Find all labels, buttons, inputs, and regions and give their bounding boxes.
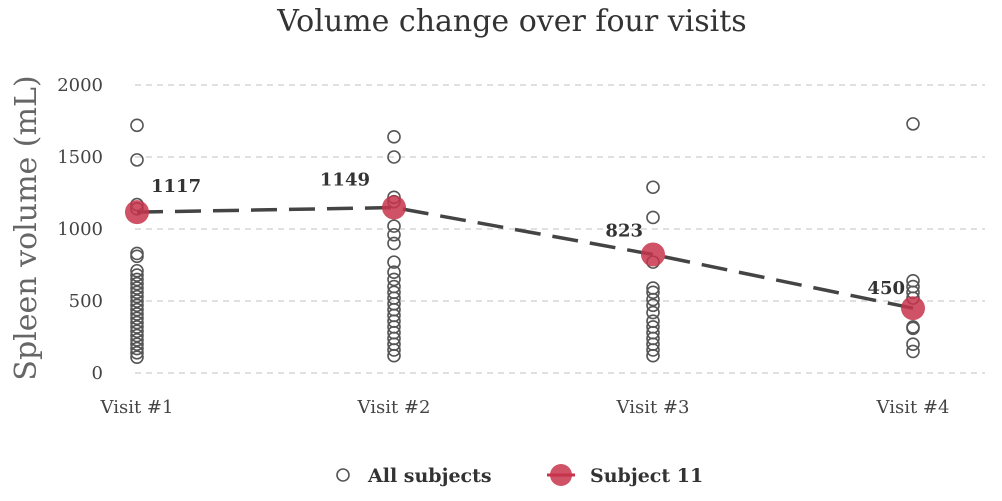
subject-11-point bbox=[641, 242, 665, 267]
y-tick-label: 500 bbox=[69, 291, 103, 312]
subject-point bbox=[130, 263, 144, 278]
subject-point bbox=[387, 219, 401, 233]
x-tick-label: Visit #1 bbox=[100, 397, 174, 418]
subject-point bbox=[130, 246, 144, 261]
subject-point bbox=[646, 292, 660, 307]
subject-11-point bbox=[382, 195, 406, 220]
subject-point bbox=[646, 348, 660, 363]
subject-point bbox=[387, 130, 401, 144]
subject-point bbox=[130, 285, 144, 300]
subject-point bbox=[130, 153, 144, 167]
legend-subject-label: Subject 11 bbox=[590, 465, 703, 487]
legend: All subjects Subject 11 bbox=[336, 464, 703, 487]
y-axis-label: Spleen volume (mL) bbox=[9, 75, 44, 380]
subject-point bbox=[130, 341, 144, 356]
subject-point bbox=[130, 276, 144, 291]
subject-11-point bbox=[901, 296, 925, 321]
data-labels: 1117 1149 823 450 bbox=[151, 170, 905, 300]
subject-point bbox=[646, 180, 660, 195]
data-label: 450 bbox=[867, 278, 905, 299]
subject-point bbox=[906, 337, 920, 352]
subject-point bbox=[646, 210, 660, 225]
subject-point bbox=[130, 307, 144, 321]
subject-point bbox=[130, 249, 144, 264]
subject-point bbox=[130, 346, 144, 360]
subject-11-line bbox=[136, 205, 914, 310]
legend-open-circle-marker bbox=[336, 468, 350, 482]
subject-point bbox=[646, 285, 660, 300]
x-ticks: Visit #1 Visit #2 Visit #3 Visit #4 bbox=[100, 397, 950, 418]
legend-all-subjects-label: All subjects bbox=[367, 465, 492, 487]
subject-point bbox=[387, 236, 401, 251]
subject-11-point bbox=[125, 200, 149, 225]
y-ticks: 0 500 1000 1500 2000 bbox=[57, 75, 103, 384]
subject-point bbox=[646, 305, 660, 320]
y-tick-label: 1500 bbox=[57, 147, 103, 168]
subject-point bbox=[906, 344, 920, 359]
x-tick-label: Visit #2 bbox=[357, 397, 431, 418]
subject-point bbox=[646, 343, 660, 357]
all-subjects-points bbox=[130, 117, 920, 364]
grid bbox=[135, 84, 985, 374]
subject-point bbox=[130, 315, 144, 330]
subject-point bbox=[387, 265, 401, 280]
chart-title: Volume change over four visits bbox=[276, 4, 746, 39]
subject-point bbox=[130, 118, 144, 133]
y-tick-label: 1000 bbox=[57, 219, 103, 240]
subject-line bbox=[136, 205, 914, 310]
subject-point bbox=[906, 321, 920, 336]
subject-point bbox=[387, 255, 401, 269]
subject-point bbox=[130, 302, 144, 317]
data-label: 1149 bbox=[320, 170, 370, 191]
subject-point bbox=[387, 272, 401, 287]
subject-point bbox=[130, 272, 144, 287]
data-label: 823 bbox=[605, 220, 643, 241]
subject-point bbox=[906, 117, 920, 131]
subject-point bbox=[130, 289, 144, 304]
subject-point bbox=[387, 150, 401, 164]
subject-points bbox=[125, 195, 925, 321]
legend-subject-marker bbox=[550, 464, 572, 486]
subject-point bbox=[130, 324, 144, 339]
subject-point bbox=[646, 298, 660, 313]
x-tick-label: Visit #3 bbox=[616, 397, 690, 418]
y-tick-label: 2000 bbox=[57, 75, 103, 96]
subject-point bbox=[130, 298, 144, 313]
subject-point bbox=[387, 348, 401, 363]
subject-point bbox=[130, 294, 144, 308]
subject-point bbox=[130, 311, 144, 326]
subject-point bbox=[387, 227, 401, 242]
subject-point bbox=[130, 337, 144, 352]
subject-point bbox=[387, 343, 401, 357]
subject-point bbox=[130, 268, 144, 282]
subject-point bbox=[130, 281, 144, 295]
x-tick-label: Visit #4 bbox=[876, 397, 950, 418]
subject-point bbox=[130, 333, 144, 347]
data-label: 1117 bbox=[151, 176, 201, 197]
subject-point bbox=[130, 328, 144, 343]
subject-point bbox=[130, 350, 144, 364]
subject-point bbox=[130, 320, 144, 334]
y-tick-label: 0 bbox=[92, 363, 103, 384]
